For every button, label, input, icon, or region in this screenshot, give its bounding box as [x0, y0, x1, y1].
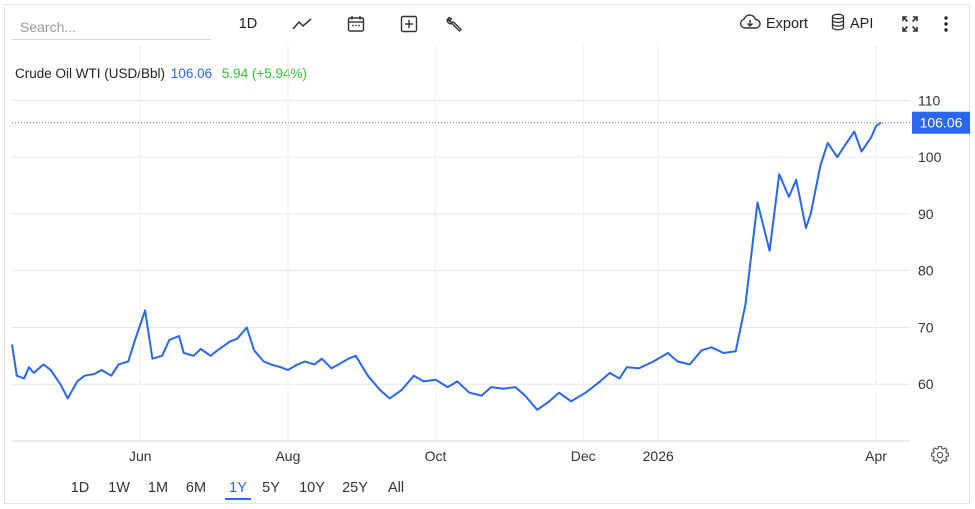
- y-tick-label: 80: [918, 263, 934, 279]
- settings-gear-icon[interactable]: [930, 445, 950, 464]
- x-tick-label: Jun: [129, 448, 152, 464]
- range-selector: 1D 1W 1M 6M 1Y 5Y 10Y 25Y All: [0, 476, 975, 500]
- chart-plot[interactable]: 60 70 80 90 100 110 Jun Aug Oct Dec 2026 Apr 106.06: [0, 0, 975, 470]
- cloud-download-icon: [739, 14, 761, 34]
- y-tick-label: 100: [918, 149, 942, 165]
- range-button-1y[interactable]: 1Y: [225, 476, 251, 500]
- range-button-1w[interactable]: 1W: [108, 480, 130, 496]
- y-tick-label: 70: [918, 319, 934, 335]
- x-tick-label: Oct: [425, 448, 447, 464]
- legend-series-name: Crude Oil WTI (USD/Bbl): [15, 66, 166, 81]
- range-button-5y[interactable]: 5Y: [262, 480, 280, 496]
- x-tick-label: 2026: [643, 448, 674, 464]
- range-button-10y[interactable]: 10Y: [299, 480, 325, 496]
- database-icon: [831, 13, 845, 35]
- range-button-all[interactable]: All: [387, 480, 405, 496]
- line-chart-icon[interactable]: [290, 12, 314, 36]
- last-value-badge: [912, 111, 970, 134]
- toolbar: 1D Export API: [0, 0, 975, 44]
- y-tick-label: 60: [918, 376, 934, 392]
- more-vert-icon[interactable]: [937, 12, 955, 36]
- plus-square-icon[interactable]: [398, 12, 420, 36]
- legend-change: 5.94 (+5.94%): [221, 66, 308, 81]
- x-tick-label: Aug: [275, 448, 300, 464]
- export-label: Export: [766, 16, 808, 32]
- api-button[interactable]: API: [831, 12, 873, 36]
- chart-legend: Crude Oil WTI (USD/Bbl) 106.06 5.94 (+5.…: [15, 66, 307, 81]
- export-button[interactable]: Export: [739, 12, 808, 36]
- legend-last-value: 106.06: [170, 66, 213, 81]
- search-input[interactable]: [12, 14, 211, 40]
- interval-button[interactable]: 1D: [238, 16, 258, 32]
- expand-icon[interactable]: [900, 12, 920, 36]
- wrench-icon[interactable]: [444, 12, 466, 36]
- x-tick-label: Dec: [571, 448, 596, 464]
- last-value-label: 106.06: [920, 115, 963, 131]
- x-tick-label: Apr: [865, 448, 887, 464]
- range-button-1m[interactable]: 1M: [147, 480, 169, 496]
- y-tick-label: 90: [918, 206, 934, 222]
- api-label: API: [850, 16, 874, 32]
- calendar-icon[interactable]: [345, 12, 367, 36]
- series-line-crude-oil-wti[interactable]: [11, 121, 882, 411]
- chart-frame: [4, 4, 970, 504]
- y-tick-label: 110: [918, 92, 941, 108]
- range-button-1d[interactable]: 1D: [70, 480, 90, 496]
- range-button-25y[interactable]: 25Y: [342, 480, 368, 496]
- range-button-6m[interactable]: 6M: [185, 480, 207, 496]
